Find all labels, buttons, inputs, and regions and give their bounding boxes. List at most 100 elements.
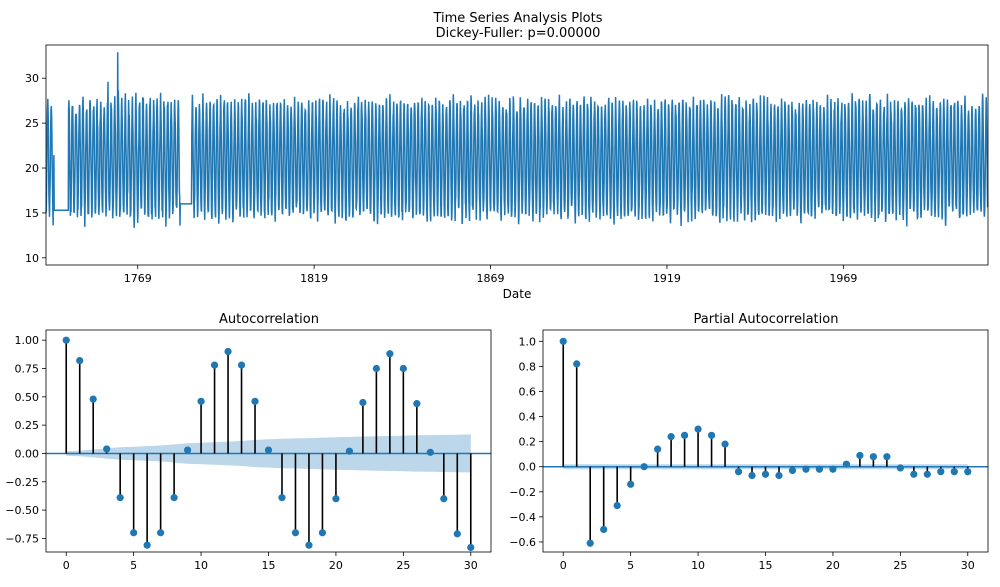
acf-y-tick-label: −0.75: [5, 532, 39, 545]
pacf-marker-lag-10: [694, 425, 702, 433]
acf-marker-lag-12: [224, 347, 232, 356]
pacf-x-tick-label: 15: [759, 559, 773, 572]
acf-axes-frame: [45, 329, 492, 553]
pacf-y-tick-label: 0.4: [519, 411, 537, 424]
pacf-marker-lag-4: [613, 501, 621, 510]
acf-marker-lag-27: [426, 448, 434, 456]
acf-y-tick-label: −0.50: [5, 504, 39, 517]
pacf-x-tick-label: 10: [691, 559, 705, 572]
pacf-y-ticks: −0.6 −0.4 −0.2 0.0 0.2 0.4 0.6 0.8 1.0: [509, 335, 543, 549]
ts-x-tick-label: 1969: [829, 272, 857, 285]
acf-marker-lag-30: [467, 543, 475, 552]
pacf-marker-lag-3: [600, 525, 608, 534]
pacf-y-tick-label: 0.6: [519, 385, 537, 398]
pacf-marker-lag-29: [950, 468, 958, 476]
pacf-marker-lag-20: [829, 465, 837, 473]
acf-marker-lag-7: [157, 529, 165, 537]
figure-title-line2: Dickey-Fuller: p=0.00000: [436, 26, 601, 41]
pacf-marker-lag-14: [748, 471, 756, 480]
acf-marker-lag-6: [143, 541, 151, 549]
acf-marker-lag-8: [170, 494, 178, 502]
pacf-stems: [559, 337, 972, 547]
time-series-line-group: [45, 52, 989, 228]
acf-x-tick-label: 25: [396, 559, 410, 572]
acf-title: Autocorrelation: [219, 312, 319, 327]
ts-y-tick-label: 10: [25, 252, 39, 265]
acf-marker-lag-15: [264, 446, 273, 454]
acf-x-tick-label: 30: [464, 559, 478, 572]
ts-y-tick-label: 20: [25, 162, 39, 175]
pacf-marker-lag-21: [842, 460, 851, 468]
pacf-marker-lag-22: [856, 451, 864, 460]
time-series-y-ticks: 10 15 20 25 30: [25, 72, 46, 265]
ts-y-tick-label: 30: [25, 72, 39, 85]
acf-marker-lag-14: [251, 397, 259, 405]
acf-marker-lag-11: [210, 361, 219, 369]
acf-marker-lag-2: [89, 395, 97, 403]
pacf-marker-lag-30: [964, 468, 972, 476]
pacf-marker-lag-15: [761, 470, 770, 478]
pacf-marker-lag-24: [883, 453, 891, 461]
acf-plot: Autocorrelation 0 5 10 15 20 25 30 −0.75 −0.50 −…: [5, 312, 492, 572]
pacf-axes-frame: [542, 329, 989, 553]
pacf-marker-lag-16: [775, 471, 783, 480]
time-series-axes-frame: [45, 44, 989, 266]
pacf-y-tick-label: 0.2: [519, 436, 537, 449]
acf-x-tick-label: 15: [262, 559, 276, 572]
pacf-marker-lag-12: [721, 440, 729, 448]
temperature-series-line: [45, 52, 989, 228]
ts-x-tick-label: 1769: [124, 272, 152, 285]
acf-y-tick-label: 0.50: [15, 391, 40, 404]
pacf-marker-lag-0: [559, 337, 567, 345]
acf-marker-lag-3: [103, 445, 111, 453]
pacf-marker-lag-8: [667, 433, 675, 441]
acf-marker-lag-9: [183, 446, 192, 454]
figure-title-line1: Time Series Analysis Plots: [432, 11, 602, 26]
acf-stems: [62, 336, 475, 552]
acf-x-tick-label: 10: [194, 559, 208, 572]
pacf-y-tick-label: −0.2: [509, 486, 536, 499]
acf-marker-lag-24: [386, 350, 394, 358]
pacf-x-tick-label: 0: [560, 559, 567, 572]
acf-x-tick-label: 0: [63, 559, 70, 572]
ts-y-tick-label: 15: [25, 207, 39, 220]
time-series-xlabel: Date: [503, 287, 532, 301]
pacf-plot: Partial Autocorrelation 0 5 10 15 20 25 30 −0.…: [509, 312, 989, 572]
pacf-marker-lag-2: [586, 539, 594, 547]
acf-marker-lag-4: [116, 494, 124, 502]
time-series-plot: 1769 1819 1869 1919 1969 10 15 20 25 30 Date: [25, 44, 989, 301]
pacf-y-tick-label: −0.6: [509, 536, 536, 549]
pacf-y-tick-label: 1.0: [519, 335, 537, 348]
acf-y-tick-label: 1.00: [15, 334, 40, 347]
acf-y-tick-label: 0.75: [15, 363, 40, 376]
acf-y-tick-label: −0.25: [5, 476, 39, 489]
pacf-x-tick-label: 5: [627, 559, 634, 572]
pacf-marker-lag-18: [802, 465, 810, 473]
pacf-x-tick-label: 20: [826, 559, 840, 572]
acf-marker-lag-28: [440, 495, 448, 503]
acf-marker-lag-10: [197, 397, 205, 405]
pacf-marker-lag-7: [654, 445, 662, 453]
pacf-marker-lag-6: [640, 463, 648, 471]
pacf-title: Partial Autocorrelation: [694, 312, 839, 327]
acf-marker-lag-1: [76, 356, 84, 365]
ts-x-tick-label: 1819: [300, 272, 328, 285]
acf-marker-lag-29: [453, 530, 461, 538]
pacf-x-ticks: 0 5 10 15 20 25 30: [560, 552, 975, 572]
pacf-marker-lag-1: [573, 360, 581, 368]
acf-x-tick-label: 20: [329, 559, 343, 572]
acf-marker-lag-23: [372, 364, 380, 373]
acf-x-tick-label: 5: [130, 559, 137, 572]
acf-y-tick-label: 0.25: [15, 419, 40, 432]
acf-marker-lag-25: [399, 364, 407, 373]
pacf-marker-lag-25: [896, 464, 904, 472]
acf-marker-lag-19: [318, 529, 327, 537]
time-series-x-ticks: 1769 1819 1869 1919 1969: [124, 265, 857, 285]
acf-marker-lag-5: [130, 529, 138, 537]
acf-y-tick-label: 0.00: [15, 447, 40, 460]
pacf-marker-lag-17: [788, 466, 797, 475]
ts-y-tick-label: 25: [25, 117, 39, 130]
pacf-x-tick-label: 30: [961, 559, 975, 572]
